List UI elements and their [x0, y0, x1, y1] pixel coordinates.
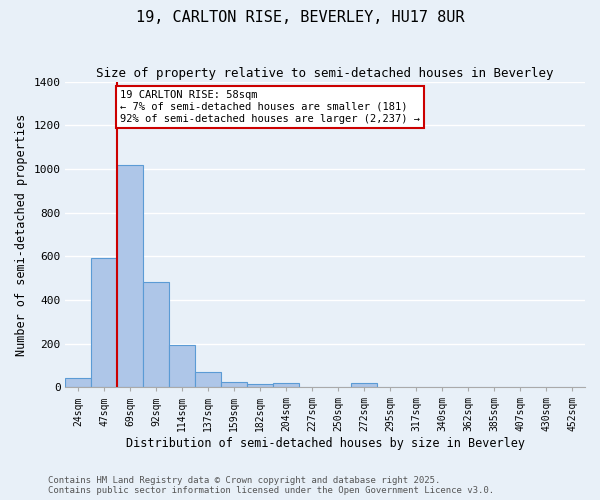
Bar: [273, 383, 299, 387]
Bar: [221, 382, 247, 387]
Bar: [169, 345, 196, 387]
Text: 19 CARLTON RISE: 58sqm
← 7% of semi-detached houses are smaller (181)
92% of sem: 19 CARLTON RISE: 58sqm ← 7% of semi-deta…: [120, 90, 420, 124]
Bar: [351, 383, 377, 387]
Title: Size of property relative to semi-detached houses in Beverley: Size of property relative to semi-detach…: [97, 68, 554, 80]
Bar: [65, 378, 91, 387]
Bar: [91, 258, 118, 387]
Y-axis label: Number of semi-detached properties: Number of semi-detached properties: [15, 114, 28, 356]
Bar: [196, 372, 221, 387]
Text: 19, CARLTON RISE, BEVERLEY, HU17 8UR: 19, CARLTON RISE, BEVERLEY, HU17 8UR: [136, 10, 464, 25]
Bar: [143, 282, 169, 387]
Text: Contains HM Land Registry data © Crown copyright and database right 2025.
Contai: Contains HM Land Registry data © Crown c…: [48, 476, 494, 495]
Bar: [247, 384, 273, 387]
Bar: [118, 164, 143, 387]
X-axis label: Distribution of semi-detached houses by size in Beverley: Distribution of semi-detached houses by …: [126, 437, 525, 450]
